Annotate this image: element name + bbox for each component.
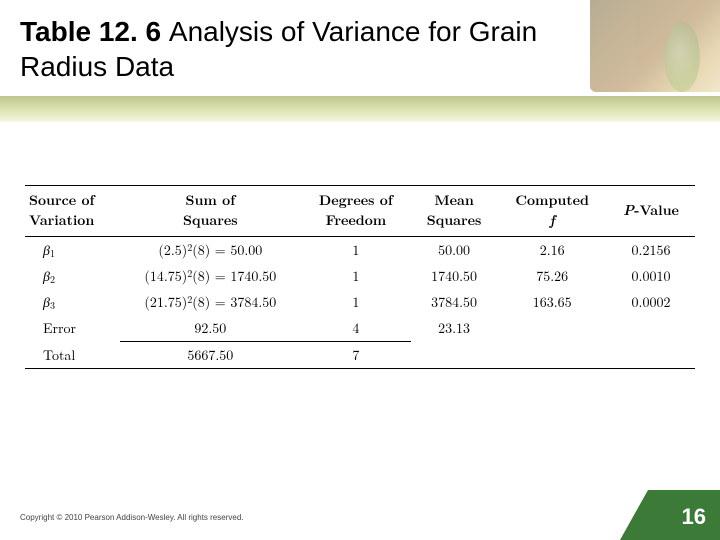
cell-src: β1 (25, 237, 120, 264)
table-row: β2(14.75)2(8) = 1740.5011740.5075.260.00… (25, 263, 695, 289)
table-body: β1(2.5)2(8) = 50.00150.002.160.2156β2(14… (25, 237, 695, 369)
cell-ss: 5667.50 (120, 342, 301, 369)
cell-f: 2.16 (497, 237, 607, 264)
cell-p (607, 315, 695, 342)
cell-src: β2 (25, 263, 120, 289)
col-df: Degrees ofFreedom (301, 186, 411, 237)
cell-ss: 92.50 (120, 315, 301, 342)
cell-df: 1 (301, 263, 411, 289)
cell-f: 163.65 (497, 289, 607, 315)
anova-table: Source ofVariation Sum ofSquares Degrees… (25, 185, 695, 369)
table-header-row: Source ofVariation Sum ofSquares Degrees… (25, 186, 695, 237)
cell-ms: 50.00 (411, 237, 497, 264)
cell-f: 75.26 (497, 263, 607, 289)
table-row: β1(2.5)2(8) = 50.00150.002.160.2156 (25, 237, 695, 264)
cell-ss: (2.5)2(8) = 50.00 (120, 237, 301, 264)
cell-df: 1 (301, 289, 411, 315)
page-title: Table 12. 6 Analysis of Variance for Gra… (20, 14, 560, 84)
cell-ms: 23.13 (411, 315, 497, 342)
page-number-badge: 16 (648, 490, 720, 540)
cell-src: Error (25, 315, 120, 342)
cell-ss: (21.75)2(8) = 3784.50 (120, 289, 301, 315)
page-number: 16 (682, 504, 706, 530)
table-row: Total5667.507 (25, 342, 695, 369)
cell-df: 4 (301, 315, 411, 342)
cell-p: 0.2156 (607, 237, 695, 264)
cell-src: Total (25, 342, 120, 369)
cell-ms (411, 342, 497, 369)
header-gradient-band (0, 96, 720, 122)
col-fstat: Computedf (497, 186, 607, 237)
anova-table-container: Source ofVariation Sum ofSquares Degrees… (25, 185, 695, 369)
decor-image (590, 0, 720, 92)
copyright-text: Copyright © 2010 Pearson Addison-Wesley.… (20, 513, 244, 522)
cell-df: 7 (301, 342, 411, 369)
cell-p: 0.0010 (607, 263, 695, 289)
cell-src: β3 (25, 289, 120, 315)
table-row: β3(21.75)2(8) = 3784.5013784.50163.650.0… (25, 289, 695, 315)
cell-p (607, 342, 695, 369)
table-row: Error92.50423.13 (25, 315, 695, 342)
cell-p: 0.0002 (607, 289, 695, 315)
cell-df: 1 (301, 237, 411, 264)
col-sumsq: Sum ofSquares (120, 186, 301, 237)
col-source: Source ofVariation (25, 186, 120, 237)
cell-ms: 1740.50 (411, 263, 497, 289)
col-pvalue: P-Value (607, 186, 695, 237)
col-meansq: MeanSquares (411, 186, 497, 237)
cell-ms: 3784.50 (411, 289, 497, 315)
cell-f (497, 315, 607, 342)
cell-ss: (14.75)2(8) = 1740.50 (120, 263, 301, 289)
title-bold: Table 12. 6 (20, 16, 161, 47)
cell-f (497, 342, 607, 369)
